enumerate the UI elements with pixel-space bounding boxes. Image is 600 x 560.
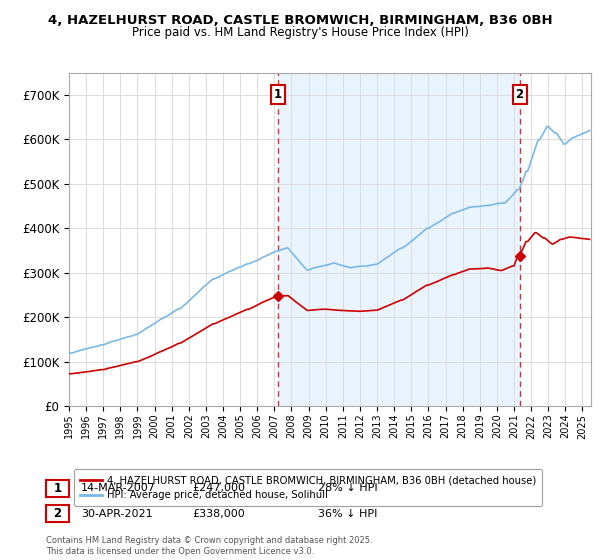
Text: 14-MAR-2007: 14-MAR-2007	[81, 483, 156, 493]
Text: £247,000: £247,000	[192, 483, 245, 493]
Text: 30-APR-2021: 30-APR-2021	[81, 508, 152, 519]
Text: 36% ↓ HPI: 36% ↓ HPI	[318, 508, 377, 519]
Text: 1: 1	[53, 482, 62, 495]
Legend: 4, HAZELHURST ROAD, CASTLE BROMWICH, BIRMINGHAM, B36 0BH (detached house), HPI: : 4, HAZELHURST ROAD, CASTLE BROMWICH, BIR…	[74, 469, 542, 506]
Text: 1: 1	[274, 88, 282, 101]
Text: Contains HM Land Registry data © Crown copyright and database right 2025.
This d: Contains HM Land Registry data © Crown c…	[46, 536, 373, 556]
Text: £338,000: £338,000	[192, 508, 245, 519]
Text: 2: 2	[515, 88, 524, 101]
Text: 4, HAZELHURST ROAD, CASTLE BROMWICH, BIRMINGHAM, B36 0BH: 4, HAZELHURST ROAD, CASTLE BROMWICH, BIR…	[47, 14, 553, 27]
Text: 2: 2	[53, 507, 62, 520]
Bar	[278, 73, 520, 406]
Text: Price paid vs. HM Land Registry's House Price Index (HPI): Price paid vs. HM Land Registry's House …	[131, 26, 469, 39]
Text: 28% ↓ HPI: 28% ↓ HPI	[318, 483, 377, 493]
